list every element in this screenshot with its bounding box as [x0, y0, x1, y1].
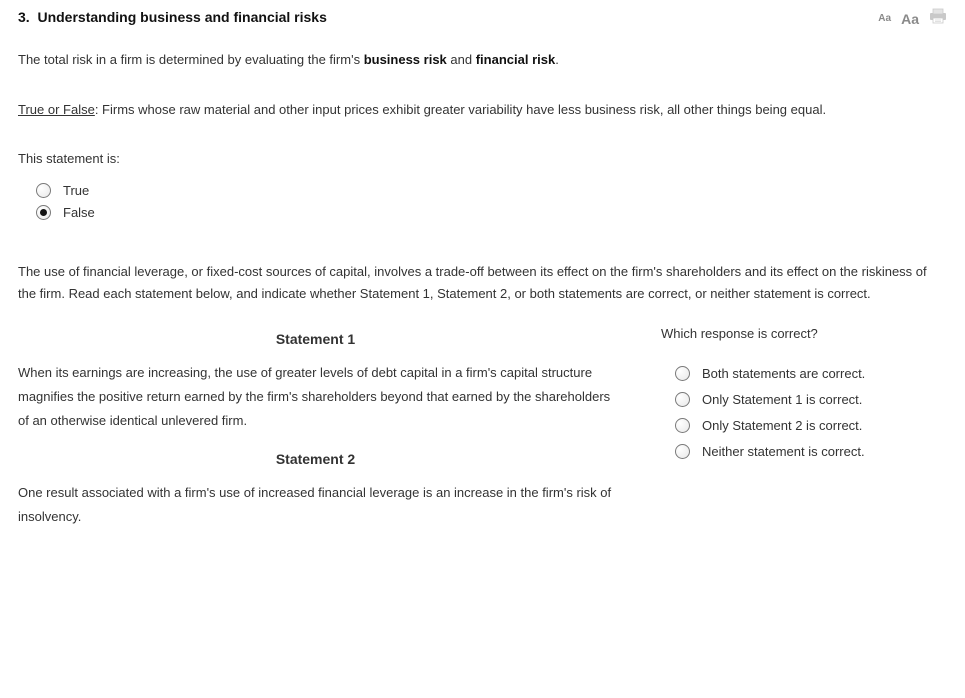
response-prompt: Which response is correct?	[661, 322, 947, 346]
question-page: 3. Understanding business and financial …	[0, 0, 965, 583]
radio-icon[interactable]	[675, 392, 690, 407]
statements-section: Statement 1 When its earnings are increa…	[18, 322, 947, 542]
response-option-neither-label: Neither statement is correct.	[702, 441, 865, 462]
response-option-only2[interactable]: Only Statement 2 is correct.	[661, 412, 947, 438]
intro-bold-business: business risk	[364, 52, 447, 67]
intro-pre: The total risk in a firm is determined b…	[18, 52, 364, 67]
true-false-text: : Firms whose raw material and other inp…	[95, 102, 826, 117]
true-false-label: True or False	[18, 102, 95, 117]
radio-icon[interactable]	[675, 418, 690, 433]
response-radio-group: Both statements are correct. Only Statem…	[661, 360, 947, 464]
radio-icon[interactable]	[675, 366, 690, 381]
statement-1-heading: Statement 1	[18, 328, 613, 351]
response-option-only1-label: Only Statement 1 is correct.	[702, 389, 862, 410]
tf-option-false[interactable]: False	[36, 201, 947, 223]
tf-option-false-label: False	[63, 202, 95, 223]
statement-2-heading: Statement 2	[18, 448, 613, 471]
statements-column: Statement 1 When its earnings are increa…	[18, 322, 613, 542]
question-title-text: Understanding business and financial ris…	[37, 9, 326, 25]
tf-radio-group: True False	[18, 179, 947, 223]
response-option-neither[interactable]: Neither statement is correct.	[661, 438, 947, 464]
intro-mid: and	[447, 52, 476, 67]
intro-paragraph: The total risk in a firm is determined b…	[18, 49, 947, 70]
font-size-increase-button[interactable]: Aa	[901, 8, 919, 31]
print-icon[interactable]	[929, 8, 947, 30]
statement-1-body: When its earnings are increasing, the us…	[18, 361, 613, 433]
radio-icon[interactable]	[36, 205, 51, 220]
response-option-both[interactable]: Both statements are correct.	[661, 360, 947, 386]
toolbar: Aa Aa	[878, 8, 947, 31]
leverage-paragraph: The use of financial leverage, or fixed-…	[18, 261, 947, 304]
question-number: 3.	[18, 9, 30, 25]
statement-2-body: One result associated with a firm's use …	[18, 481, 613, 529]
font-size-decrease-button[interactable]: Aa	[878, 11, 891, 28]
response-column: Which response is correct? Both statemen…	[661, 322, 947, 464]
question-title: 3. Understanding business and financial …	[18, 6, 327, 29]
response-option-only1[interactable]: Only Statement 1 is correct.	[661, 386, 947, 412]
true-false-question: True or False: Firms whose raw material …	[18, 99, 947, 120]
response-option-both-label: Both statements are correct.	[702, 363, 865, 384]
radio-icon[interactable]	[36, 183, 51, 198]
tf-prompt: This statement is:	[18, 148, 947, 169]
intro-bold-financial: financial risk	[476, 52, 555, 67]
intro-post: .	[555, 52, 559, 67]
response-option-only2-label: Only Statement 2 is correct.	[702, 415, 862, 436]
header-row: 3. Understanding business and financial …	[18, 6, 947, 31]
tf-option-true[interactable]: True	[36, 179, 947, 201]
tf-option-true-label: True	[63, 180, 89, 201]
radio-icon[interactable]	[675, 444, 690, 459]
